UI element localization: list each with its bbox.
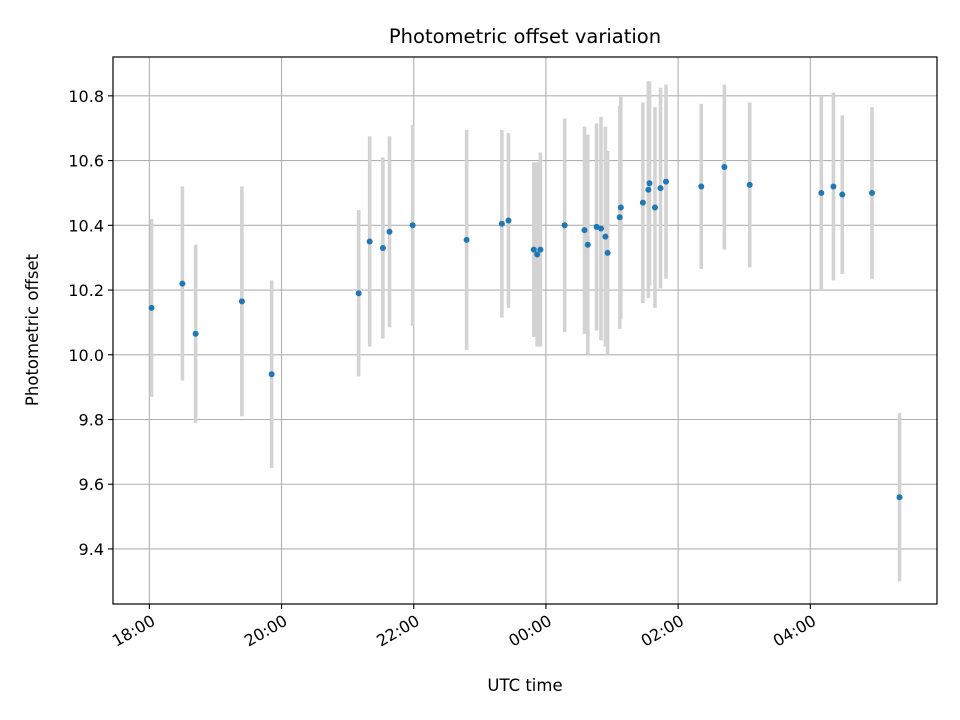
data-point — [651, 204, 658, 211]
data-point — [598, 225, 605, 232]
plot-area-frame — [112, 56, 938, 605]
data-point — [386, 228, 393, 235]
data-point — [268, 371, 275, 378]
y-axis-label: Photometric offset — [23, 253, 42, 406]
data-point — [534, 251, 541, 258]
y-tick-label: 9.8 — [79, 411, 104, 430]
data-point — [869, 189, 876, 196]
y-axis-ticks: 9.4 9.6 9.8 10.0 10.2 10.4 10.6 10.8 — [68, 87, 113, 559]
y-tick-label: 9.4 — [79, 540, 104, 559]
data-point — [830, 183, 837, 190]
data-point — [896, 494, 903, 501]
data-point — [355, 290, 362, 297]
y-tick-label: 10.8 — [68, 87, 104, 106]
data-point — [379, 244, 386, 251]
data-point — [746, 181, 753, 188]
data-point — [238, 298, 245, 305]
y-tick-label: 10.6 — [68, 152, 104, 171]
data-points — [148, 164, 903, 501]
grid — [113, 57, 937, 604]
x-axis-label: UTC time — [487, 676, 562, 695]
data-point — [179, 280, 186, 287]
data-point — [646, 180, 653, 187]
data-point — [616, 214, 623, 221]
data-point — [818, 189, 825, 196]
data-point — [537, 246, 544, 253]
data-point — [602, 233, 609, 240]
data-point — [498, 220, 505, 227]
data-point — [604, 249, 611, 256]
data-point — [657, 185, 664, 192]
data-point — [148, 304, 155, 311]
data-point — [581, 227, 588, 234]
data-point — [639, 199, 646, 206]
chart-title: Photometric offset variation — [389, 25, 661, 48]
data-point — [192, 330, 199, 337]
y-tick-label: 10.0 — [68, 346, 104, 365]
data-point — [561, 222, 568, 229]
data-point — [617, 204, 624, 211]
y-tick-label: 10.4 — [68, 216, 104, 235]
data-point — [505, 217, 512, 224]
data-point — [463, 236, 470, 243]
data-point — [530, 246, 537, 253]
data-point — [663, 178, 670, 185]
data-point — [721, 164, 728, 171]
data-point — [698, 183, 705, 190]
data-point — [584, 241, 591, 248]
data-point — [409, 222, 416, 229]
data-point — [839, 191, 846, 198]
data-point — [645, 186, 652, 193]
y-tick-label: 10.2 — [68, 281, 104, 300]
y-tick-label: 9.6 — [79, 475, 104, 494]
data-point — [366, 238, 373, 245]
